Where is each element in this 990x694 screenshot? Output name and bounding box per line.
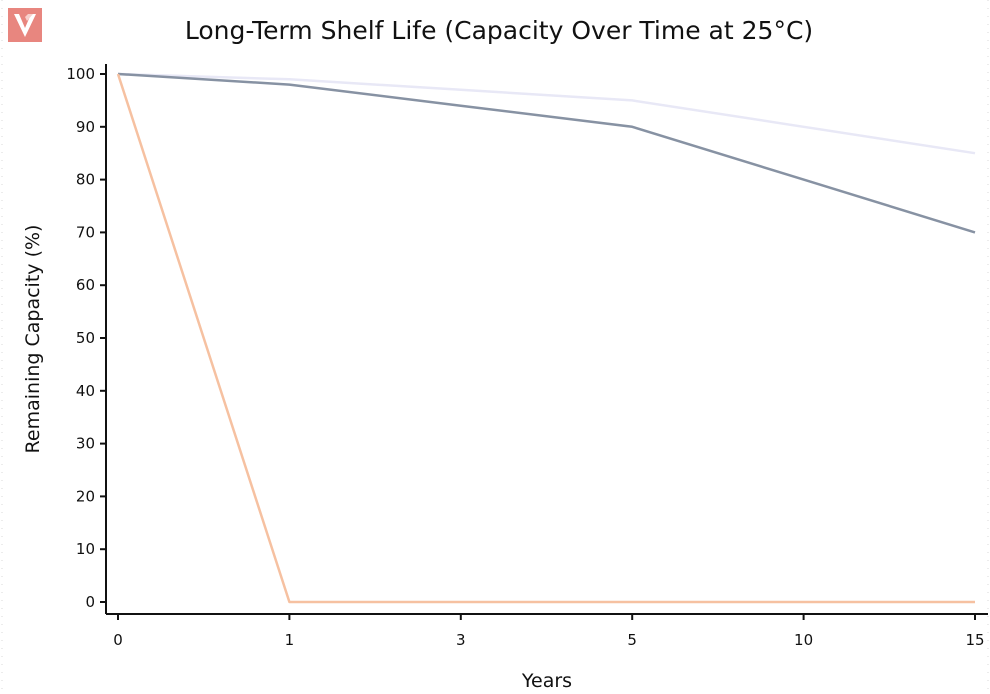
x-tick-label: 15 bbox=[965, 631, 984, 649]
brand-logo bbox=[8, 8, 42, 42]
y-tick-label: 60 bbox=[76, 276, 95, 294]
y-tick-label: 70 bbox=[76, 223, 95, 241]
y-tick-label: 40 bbox=[76, 382, 95, 400]
y-tick-label: 50 bbox=[76, 329, 95, 347]
x-tick-label: 1 bbox=[285, 631, 295, 649]
y-tick-label: 90 bbox=[76, 118, 95, 136]
y-axis-ticks: 0 10 20 30 40 50 60 70 80 90 100 bbox=[66, 65, 106, 611]
y-tick-label: 100 bbox=[66, 65, 95, 83]
x-tick-label: 10 bbox=[794, 631, 813, 649]
y-tick-label: 80 bbox=[76, 171, 95, 189]
x-axis-label: Years bbox=[521, 670, 572, 692]
x-tick-label: 3 bbox=[456, 631, 466, 649]
y-tick-label: 10 bbox=[76, 540, 95, 558]
x-tick-label: 0 bbox=[113, 631, 123, 649]
series-line-3 bbox=[116, 73, 975, 604]
series-lines bbox=[116, 72, 976, 604]
y-tick-label: 0 bbox=[85, 593, 95, 611]
y-tick-label: 20 bbox=[76, 487, 95, 505]
logo-accent-icon bbox=[25, 14, 33, 21]
v-brand-logo-icon bbox=[14, 14, 36, 37]
x-tick-label: 5 bbox=[627, 631, 637, 649]
series-line-2 bbox=[117, 72, 976, 234]
x-axis-ticks: 0 1 3 5 10 15 bbox=[113, 614, 985, 649]
series-line-1 bbox=[117, 72, 976, 155]
y-tick-label: 30 bbox=[76, 435, 95, 453]
y-axis-label: Remaining Capacity (%) bbox=[22, 225, 44, 454]
chart-title: Long-Term Shelf Life (Capacity Over Time… bbox=[185, 16, 813, 45]
